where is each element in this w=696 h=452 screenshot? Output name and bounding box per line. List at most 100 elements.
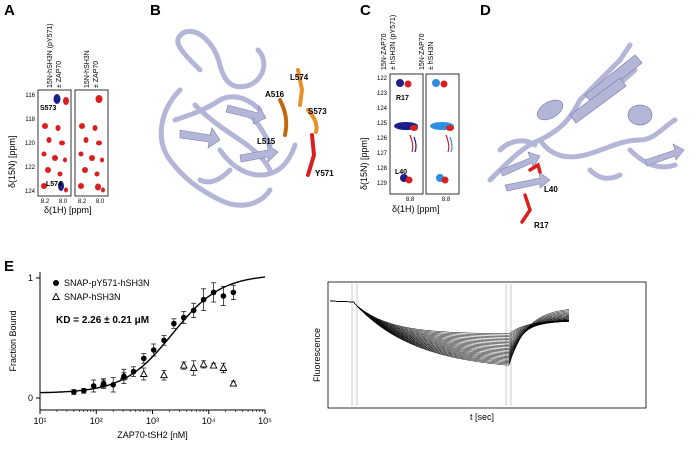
fluorescence-chart: Fluorescence t [sec] <box>312 281 647 422</box>
panel-c-col1-header-2: ± hSH3N (pY571) <box>390 15 397 70</box>
fluorescence-trace <box>329 300 570 356</box>
panel-a-ytick: 118 <box>25 117 35 123</box>
y-tick-label: 0 <box>28 393 33 403</box>
circle-point <box>90 383 97 389</box>
panel-a-peaks-1 <box>41 94 69 193</box>
circle-point <box>100 380 107 387</box>
panel-a-ytick: 120 <box>25 141 36 147</box>
fluorescence-trace <box>329 300 570 357</box>
panel-a-xtick: 8.0 <box>96 199 105 205</box>
panel-b-letter: B <box>150 2 161 19</box>
circle-point <box>80 388 87 394</box>
panel-c-ytick: 124 <box>377 106 388 112</box>
circle-point <box>121 373 127 380</box>
panel-e-letter: E <box>4 258 15 275</box>
panel-a-xtick: 8.2 <box>41 199 50 205</box>
fluorescence-trace <box>329 300 570 353</box>
fluorescence-traces <box>329 300 570 366</box>
circle-point <box>140 355 147 362</box>
circle-point <box>150 347 157 353</box>
triangle-point <box>209 361 218 369</box>
panel-a-xtick: 8.2 <box>78 199 87 205</box>
panel-a-col2-header-2: ± ZAP70 <box>93 61 100 88</box>
fluorescence-trace <box>329 300 570 358</box>
panel-a-col1-header-1: 15N-hSH3N (pY571) <box>47 23 54 88</box>
panel-b-structure: L574 A516 S573 L515 Y571 <box>158 28 334 208</box>
panel-d-structure: L40 R17 <box>487 42 685 230</box>
panel-a-xtick: 8.0 <box>59 199 68 205</box>
panel-c-y-ticks: 122 123 124 125 126 127 128 129 <box>377 76 388 187</box>
panel-a-spectrum-2-frame <box>74 89 109 197</box>
panel-a-ytick: 122 <box>25 165 36 171</box>
panel-d-highlights <box>520 162 542 224</box>
panel-c-ytick: 125 <box>377 121 388 127</box>
panel-a-xlabel: δ(1H) [ppm] <box>44 205 92 215</box>
panel-a-letter: A <box>4 2 15 19</box>
fluorescence-trace <box>329 300 570 363</box>
panel-a-col1-header-2: ± ZAP70 <box>56 61 63 88</box>
circle-point <box>220 293 227 299</box>
fluorescence-xlabel: t [sec] <box>470 412 494 422</box>
panel-a-y-ticks: 116 118 120 122 124 <box>25 93 36 195</box>
panel-a-ytick: 124 <box>25 189 36 195</box>
triangle-point <box>199 359 208 368</box>
triangle-point <box>179 361 188 369</box>
legend-label-pY571: SNAP-pY571-hSH3N <box>64 278 150 288</box>
panel-c-spectrum-2-frame <box>425 73 460 195</box>
triangle-point <box>160 370 168 379</box>
circle-point <box>161 337 167 344</box>
panel-d-label-r17: R17 <box>534 221 549 230</box>
panel-c-peaks-2 <box>430 79 454 184</box>
panel-a-x-ticks: 8.2 8.0 8.2 8.0 <box>41 199 105 205</box>
panel-c-peak-label-r17: R17 <box>396 95 409 102</box>
circle-point <box>180 314 187 321</box>
legend-label-hSH3N: SNAP-hSH3N <box>64 292 121 302</box>
panel-b-label-y571: Y571 <box>315 169 334 178</box>
panel-c-col1-header-1: 15N-ZAP70 <box>381 33 388 70</box>
fit-curve <box>39 276 266 394</box>
x-tick-label: 10³ <box>146 416 159 426</box>
panel-a-ylabel: δ(15N) [ppm] <box>7 135 17 188</box>
fluorescence-trace <box>329 300 570 361</box>
panel-d-label-l40: L40 <box>544 185 558 194</box>
binding-chart-plot: 10¹ 10² 10³ 10⁴ 10⁵ 0 1 Fraction Bound ZAP70-tSH… <box>8 272 272 440</box>
panel-c-x-ticks: 8.8 8.8 <box>406 197 451 203</box>
y-tick-label: 1 <box>28 273 33 283</box>
panel-a-peak-label-l574: L574 <box>46 181 62 188</box>
panel-c-ytick: 126 <box>377 136 388 142</box>
triangle-point <box>189 363 198 371</box>
panel-c-letter: C <box>360 2 371 19</box>
panel-d-letter: D <box>480 2 491 19</box>
panel-c-xtick: 8.8 <box>442 197 451 203</box>
panel-c-col2-header-1: 15N-ZAP70 <box>419 33 426 70</box>
x-tick-label: 10⁵ <box>258 416 272 426</box>
panel-b-ribbon <box>158 28 298 208</box>
panel-c-ytick: 123 <box>377 91 388 97</box>
panel-b-label-l515: L515 <box>257 137 276 146</box>
circle-point <box>110 382 116 388</box>
triangle-point <box>219 363 228 371</box>
fluorescence-ylabel: Fluorescence <box>312 328 322 382</box>
panel-b-label-l574: L574 <box>290 73 309 82</box>
panel-c-peaks-1 <box>394 79 418 184</box>
circle-point <box>130 368 137 375</box>
panel-c-spectrum-1-frame <box>389 73 424 195</box>
panel-a-hsqc: 15N-hSH3N (pY571) ± ZAP70 15N-hSH3N ± ZA… <box>7 23 109 215</box>
panel-b-sheets <box>179 104 279 163</box>
legend-marker-circle <box>53 280 59 286</box>
panel-c-col2-header-2: ± hSH3N <box>428 42 435 70</box>
panel-c-ytick: 127 <box>377 151 388 157</box>
kd-annotation: KD = 2.26 ± 0.21 μM <box>56 315 149 326</box>
x-axis-label: ZAP70-tSH2 [nM] <box>117 430 188 440</box>
panel-c-ytick: 129 <box>377 181 388 187</box>
fluorescence-trace <box>329 300 570 366</box>
legend-marker-triangle <box>52 292 60 300</box>
panel-d-helices <box>536 54 653 126</box>
panel-c-peak-label-l40: L40 <box>395 169 407 176</box>
panel-b-highlights <box>278 68 319 177</box>
circle-point <box>171 320 177 327</box>
circle-point <box>200 296 207 303</box>
panel-c-xlabel: δ(1H) [ppm] <box>392 204 440 214</box>
x-tick-label: 10⁴ <box>202 416 216 426</box>
